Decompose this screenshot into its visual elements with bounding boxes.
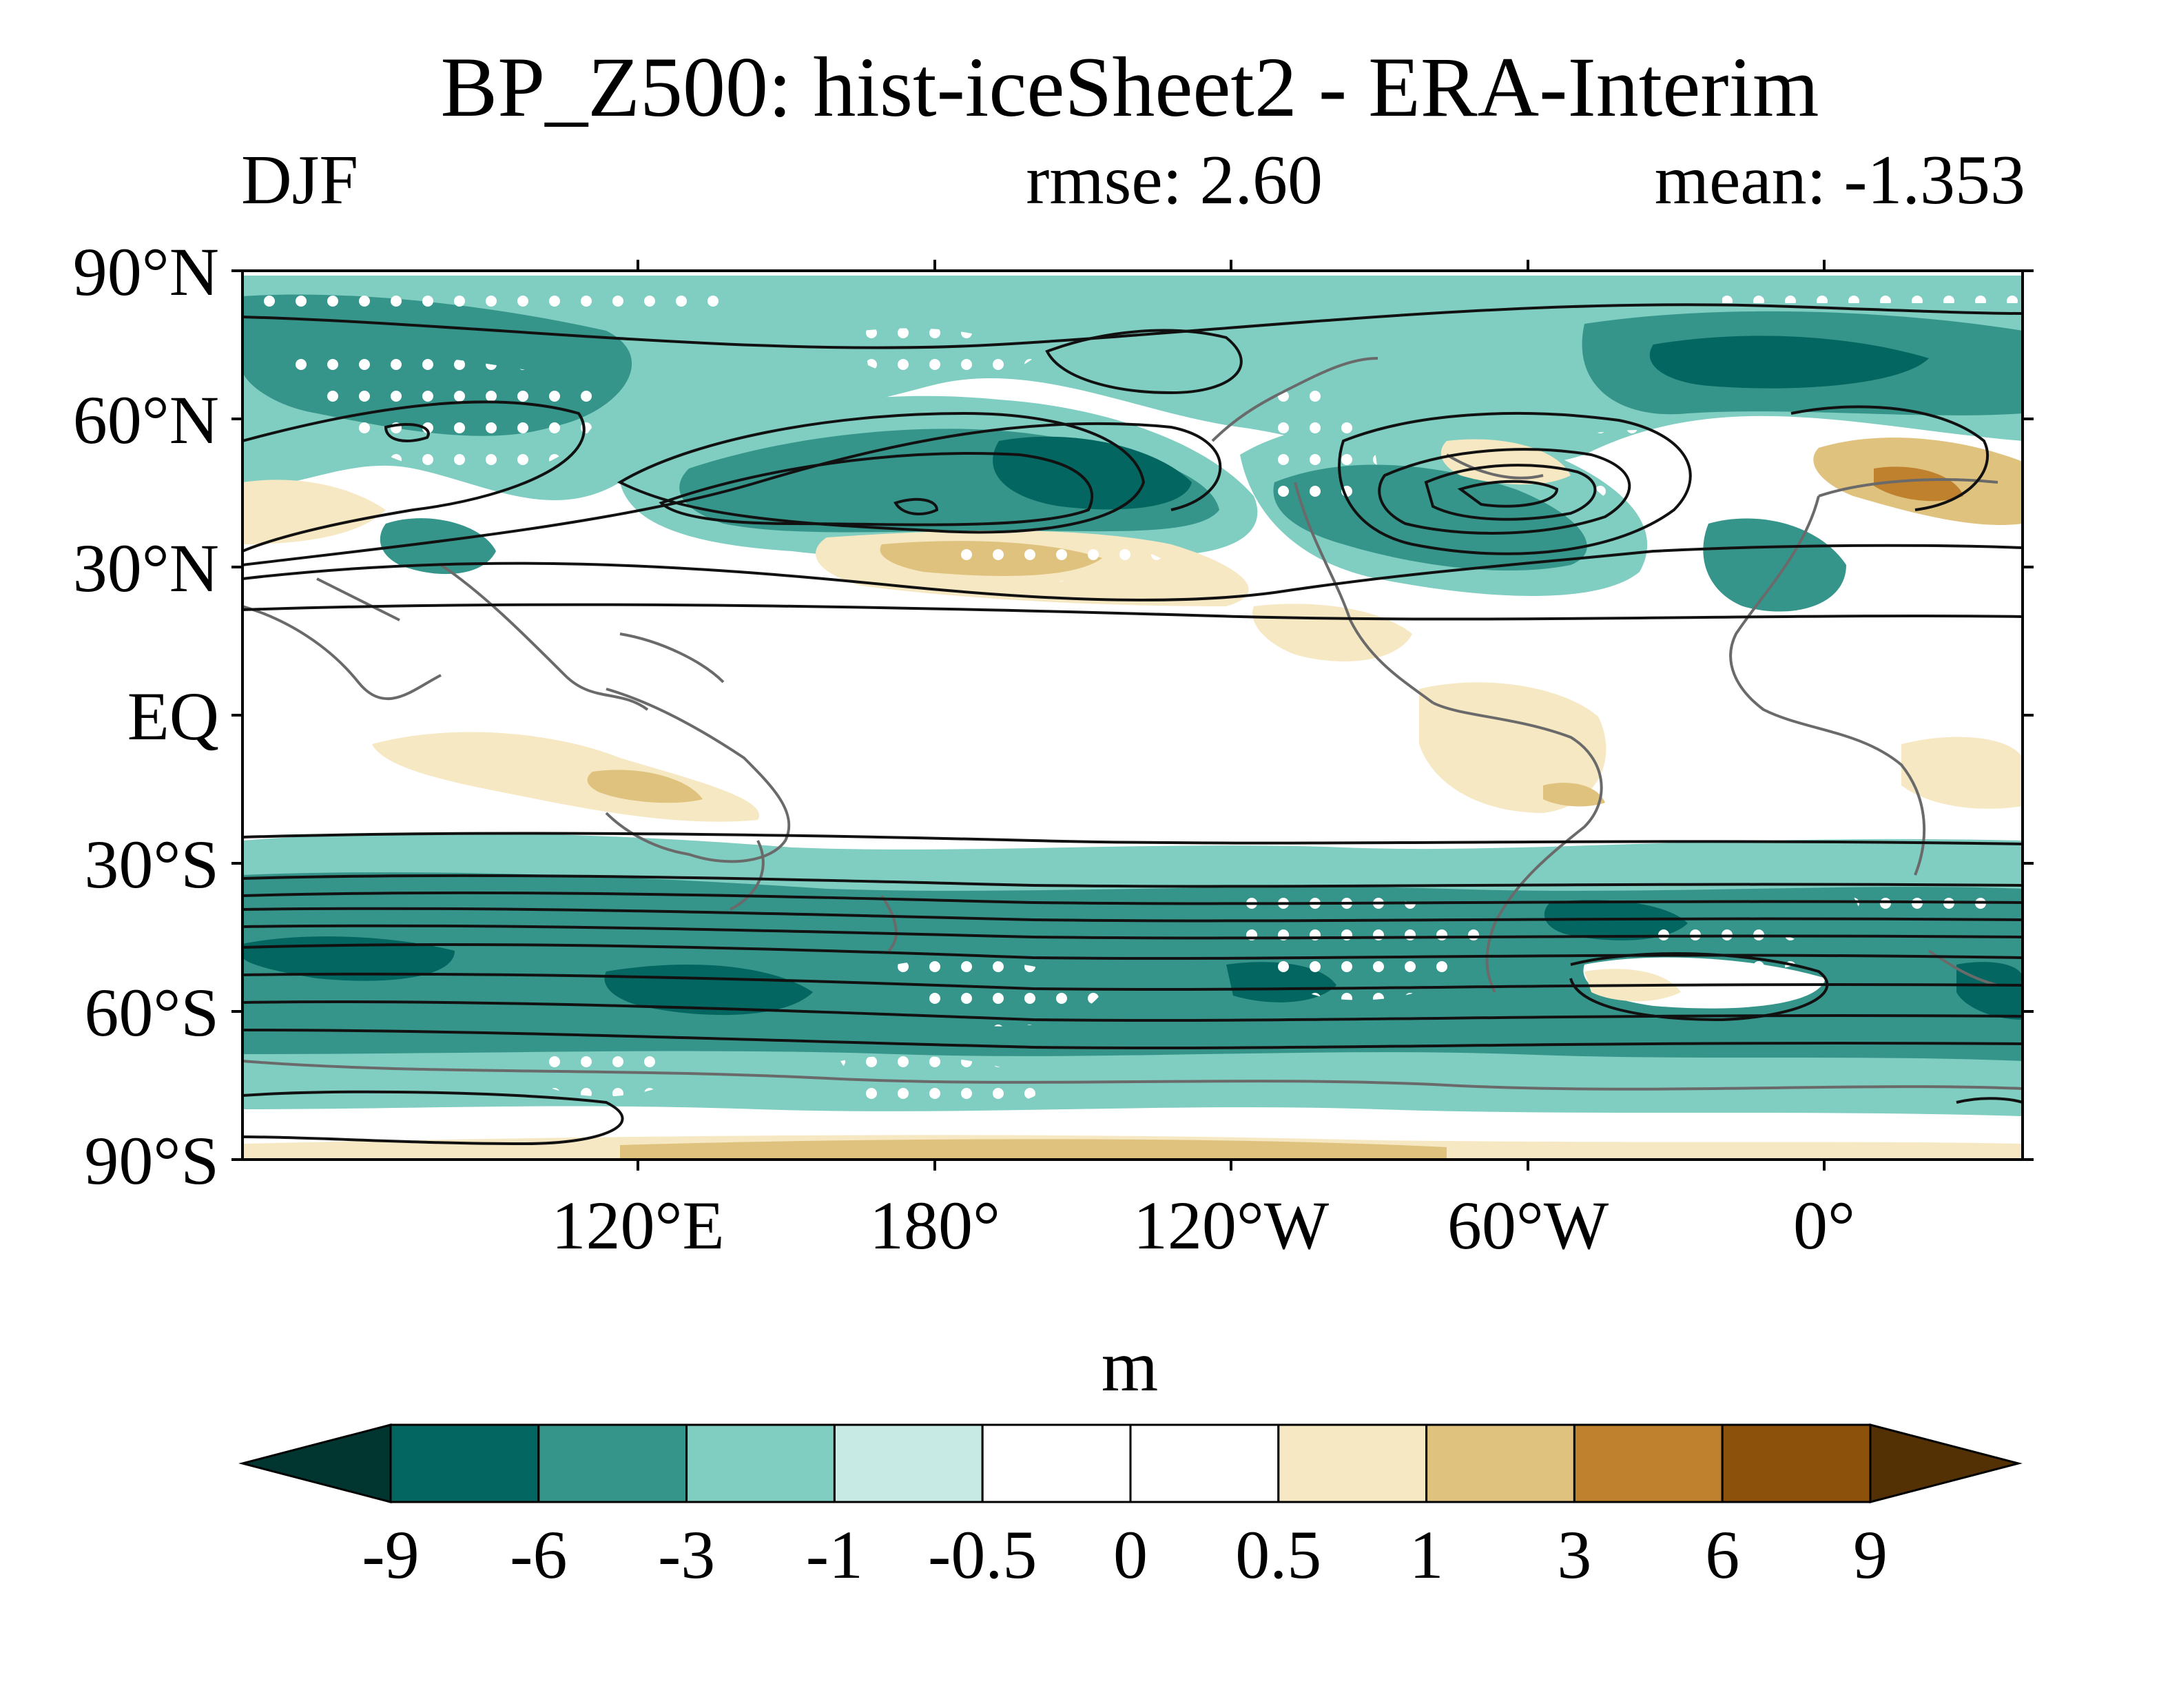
anomaly-south-america (1419, 682, 1606, 813)
colorbar-segment (1573, 1423, 1724, 1503)
season-label: DJF (241, 141, 358, 219)
colorbar-segments (238, 1423, 2023, 1503)
anomaly-tropics-indonesia-mid (587, 770, 703, 803)
lon-label-120w: 120°W (1133, 1187, 1330, 1264)
lon-label-60w: 60°W (1447, 1187, 1609, 1264)
colorbar-segment (1129, 1423, 1280, 1503)
colorbar-tick-label: -0.5 (928, 1516, 1037, 1593)
colorbar-tick-label: 6 (1705, 1516, 1739, 1593)
colorbar-tick-label: -9 (362, 1516, 419, 1593)
anomaly-antarctic-edge-mid (620, 1139, 1447, 1160)
colorbar-tick-label: 1 (1409, 1516, 1444, 1593)
rmse-label: rmse: 2.60 (1026, 141, 1323, 219)
colorbar-segment (981, 1423, 1132, 1503)
colorbar-tick-label: 0.5 (1235, 1516, 1321, 1593)
colorbar-segment (833, 1423, 984, 1503)
colorbar-segment (1277, 1423, 1428, 1503)
lat-label-30n: 30°N (73, 530, 219, 606)
colorbar-tick-labels: -9 -6 -3 -1 -0.5 0 0.5 1 3 6 9 (362, 1516, 1888, 1593)
colorbar-tick-label: -1 (806, 1516, 863, 1593)
anomaly-nh-subtrop-west (242, 480, 386, 544)
colorbar-arrow-low (238, 1423, 392, 1503)
mean-label: mean: -1.353 (1655, 141, 2025, 219)
lat-label-60s: 60°S (84, 974, 219, 1051)
colorbar-tick-label: 3 (1557, 1516, 1591, 1593)
colorbar-segment (685, 1423, 836, 1503)
colorbar-arrow-high (1869, 1423, 2023, 1503)
climatology-contour-layer (242, 303, 2023, 1146)
anomaly-africa (1901, 737, 2023, 809)
lat-label-30s: 30°S (84, 826, 219, 903)
lon-labels: 120°E 180° 120°W 60°W 0° (551, 1187, 1855, 1264)
colorbar-tick-label: -3 (658, 1516, 715, 1593)
lat-label-90n: 90°N (73, 234, 219, 310)
lat-labels: 90°N 60°N 30°N EQ 30°S 60°S 90°S (73, 234, 219, 1199)
colorbar-unit: m (1102, 1326, 1158, 1406)
map-ticks (231, 260, 2034, 1171)
colorbar-tick-label: 9 (1853, 1516, 1888, 1593)
map-title: BP_Z500: hist-iceSheet2 - ERA-Interim (441, 40, 1819, 134)
lon-label-120e: 120°E (551, 1187, 724, 1264)
anomaly-europe-core (1874, 466, 1963, 502)
colorbar-segment (1425, 1423, 1575, 1503)
lon-label-0: 0° (1793, 1187, 1855, 1264)
anomaly-north-pacific-core (993, 436, 1192, 510)
colorbar-tick-label: 0 (1113, 1516, 1148, 1593)
anomaly-sh-core-west (242, 936, 455, 981)
anomaly-atlantic (1703, 518, 1846, 612)
lat-label-eq: EQ (127, 678, 219, 754)
lat-label-60n: 60°N (73, 382, 219, 458)
lat-label-90s: 90°S (84, 1122, 219, 1199)
anomaly-asia-nh (380, 518, 496, 575)
coastline-layer (242, 357, 2023, 1091)
colorbar-segment (389, 1423, 540, 1503)
colorbar-segment (1721, 1423, 1872, 1503)
colorbar: m -9 -6 -3 -1 -0.5 0 0.5 1 3 6 9 (238, 1326, 2023, 1593)
anomaly-south-america-mid (1543, 783, 1605, 807)
lon-label-180: 180° (869, 1187, 1000, 1264)
colorbar-tick-label: -6 (510, 1516, 567, 1593)
colorbar-segment (537, 1423, 688, 1503)
map-panel: 90°N 60°N 30°N EQ 30°S 60°S 90°S 120°E 1… (73, 234, 2034, 1264)
anomaly-nh-greenland-core (1649, 336, 1929, 389)
